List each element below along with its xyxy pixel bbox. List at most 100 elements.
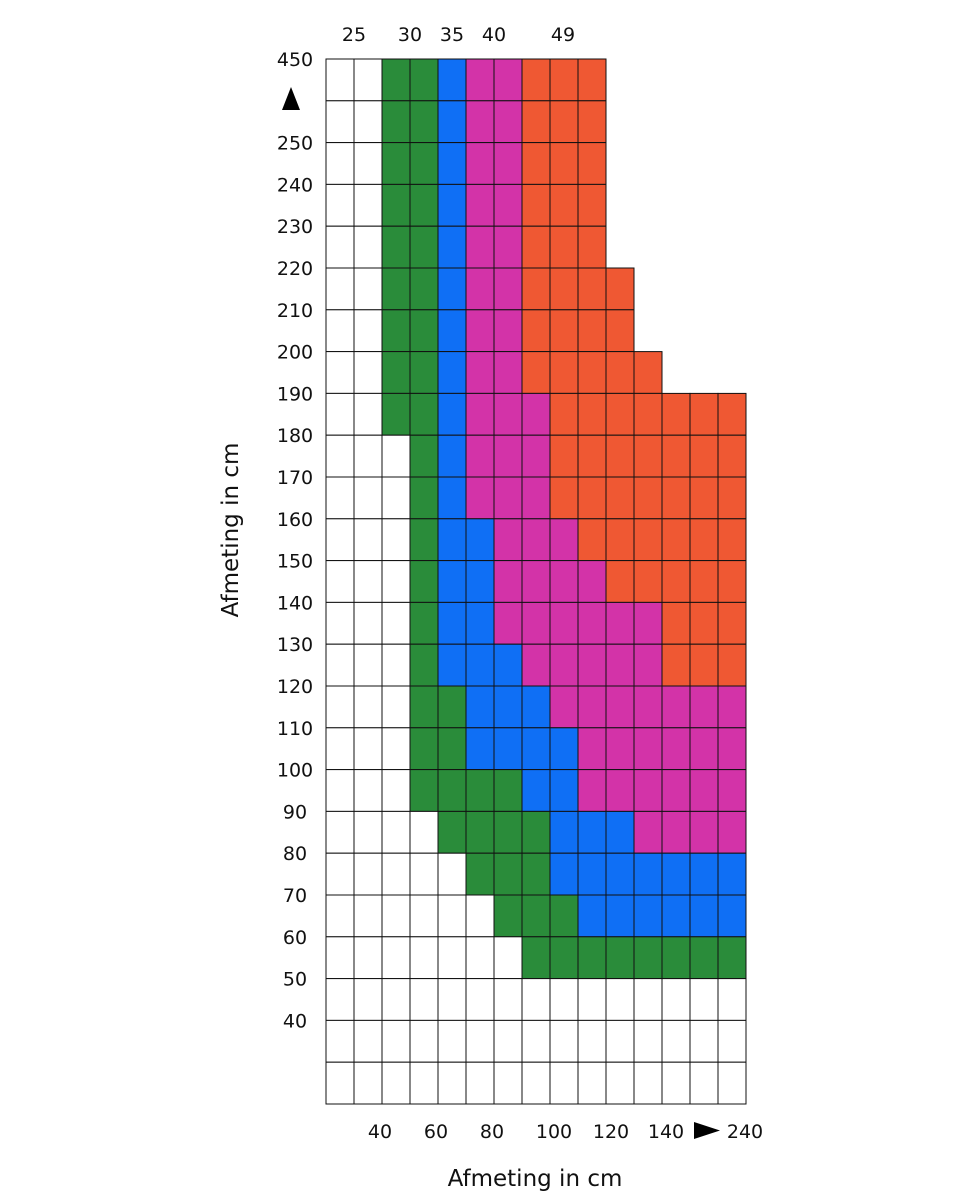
cell-30 <box>409 560 439 603</box>
cell-49 <box>577 351 607 394</box>
y-tick-label: 60 <box>283 927 307 949</box>
cell-25 <box>465 1061 495 1105</box>
cell-49 <box>689 392 719 436</box>
cell-49 <box>521 183 551 227</box>
cell-35 <box>437 392 467 436</box>
cell-30 <box>465 810 495 854</box>
cell-40 <box>521 476 551 520</box>
cell-40 <box>465 183 495 227</box>
cell-49 <box>549 309 579 353</box>
cell-40 <box>689 727 719 771</box>
cell-40 <box>605 643 635 687</box>
cell-25 <box>409 894 439 938</box>
cell-35 <box>493 685 523 729</box>
cell-35 <box>521 685 551 729</box>
cell-25 <box>353 392 383 436</box>
cell-25 <box>353 560 383 603</box>
top-label: 25 <box>342 24 366 46</box>
cell-35 <box>549 852 579 896</box>
cell-49 <box>549 351 579 394</box>
y-tick-label: 50 <box>283 969 307 991</box>
cell-35 <box>577 852 607 896</box>
cell-30 <box>381 351 411 394</box>
cell-35 <box>437 100 467 144</box>
cell-40 <box>605 727 635 771</box>
cell-49 <box>633 560 663 603</box>
cell-30 <box>409 392 439 436</box>
cell-grid <box>325 58 747 1105</box>
cell-25 <box>633 1061 663 1105</box>
cell-25 <box>493 1061 523 1105</box>
cell-30 <box>409 100 439 144</box>
cell-25 <box>325 476 355 520</box>
cell-49 <box>605 267 635 311</box>
cell-25 <box>381 894 411 938</box>
cell-25 <box>689 978 719 1021</box>
cell-40 <box>633 601 663 645</box>
cell-25 <box>353 309 383 353</box>
cell-40 <box>577 560 607 603</box>
y-tick-label: 180 <box>277 425 313 447</box>
cell-25 <box>381 518 411 562</box>
cell-25 <box>353 685 383 729</box>
cell-49 <box>717 560 747 603</box>
cell-25 <box>661 978 691 1021</box>
cell-35 <box>437 351 467 394</box>
cell-25 <box>465 894 495 938</box>
cell-25 <box>577 1061 607 1105</box>
cell-40 <box>577 685 607 729</box>
cell-25 <box>549 1019 579 1063</box>
cell-25 <box>549 1061 579 1105</box>
cell-35 <box>437 142 467 185</box>
cell-49 <box>549 58 579 102</box>
cell-30 <box>605 936 635 980</box>
cell-35 <box>437 434 467 478</box>
cell-49 <box>577 392 607 436</box>
cell-25 <box>437 1019 467 1063</box>
cell-25 <box>577 1019 607 1063</box>
cell-25 <box>605 1019 635 1063</box>
cell-30 <box>633 936 663 980</box>
cell-25 <box>353 894 383 938</box>
cell-30 <box>381 392 411 436</box>
cell-35 <box>437 518 467 562</box>
cell-40 <box>605 685 635 729</box>
cell-40 <box>465 392 495 436</box>
cell-25 <box>325 643 355 687</box>
cell-49 <box>577 267 607 311</box>
cell-40 <box>661 727 691 771</box>
top-label: 30 <box>398 24 422 46</box>
cell-49 <box>577 518 607 562</box>
cell-30 <box>409 351 439 394</box>
cell-40 <box>521 518 551 562</box>
cell-40 <box>521 643 551 687</box>
cell-49 <box>605 351 635 394</box>
cell-25 <box>409 1019 439 1063</box>
cell-25 <box>325 142 355 185</box>
cell-30 <box>409 183 439 227</box>
cell-25 <box>465 1019 495 1063</box>
y-tick-label: 110 <box>277 718 313 740</box>
cell-25 <box>325 1061 355 1105</box>
cell-25 <box>381 936 411 980</box>
cell-25 <box>381 685 411 729</box>
cell-30 <box>381 100 411 144</box>
cell-49 <box>717 476 747 520</box>
cell-40 <box>493 309 523 353</box>
cell-49 <box>717 643 747 687</box>
cell-40 <box>717 685 747 729</box>
cell-40 <box>493 225 523 269</box>
cell-25 <box>353 727 383 771</box>
cell-49 <box>521 351 551 394</box>
cell-40 <box>633 643 663 687</box>
cell-30 <box>381 183 411 227</box>
cell-35 <box>521 769 551 812</box>
cell-35 <box>437 476 467 520</box>
cell-40 <box>493 351 523 394</box>
cell-40 <box>633 810 663 854</box>
cell-40 <box>465 476 495 520</box>
cell-35 <box>465 727 495 771</box>
cell-40 <box>465 142 495 185</box>
cell-25 <box>717 1019 747 1063</box>
